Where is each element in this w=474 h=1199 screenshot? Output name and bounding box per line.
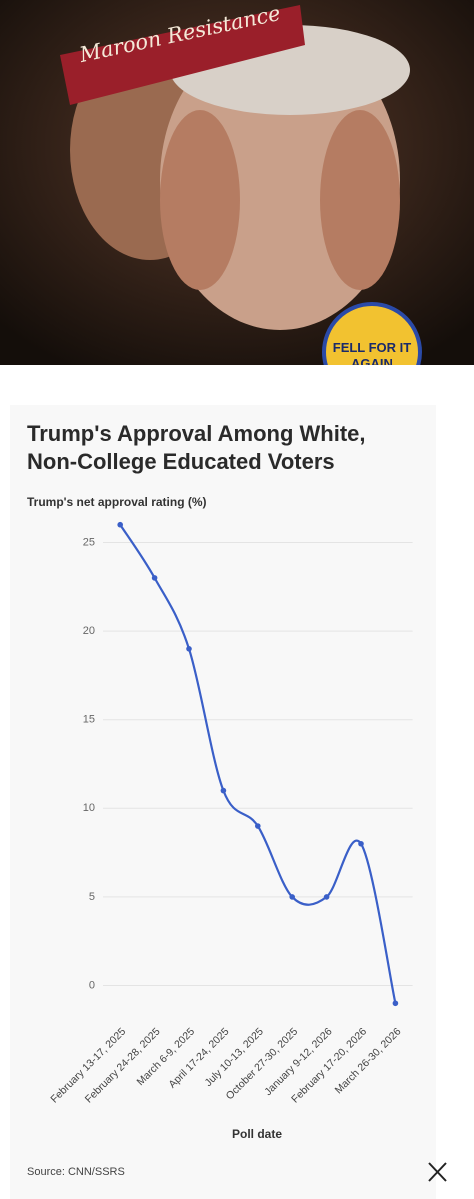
x-tick-label: March 26-30, 2026 — [333, 1025, 404, 1096]
line — [119, 524, 397, 1004]
hand — [160, 110, 240, 290]
point — [151, 575, 158, 581]
y-tick-label: 10 — [83, 802, 95, 814]
point — [186, 645, 192, 652]
hand — [320, 110, 400, 290]
badge — [322, 302, 422, 365]
y-tick-label: 0 — [89, 979, 95, 991]
point — [323, 894, 330, 900]
badge-text: FELL FOR IT AGAIN — [332, 340, 412, 365]
x-axis-title: Poll date — [232, 1127, 282, 1141]
chart-card — [10, 405, 436, 1199]
point — [254, 823, 261, 829]
point — [117, 521, 123, 528]
x-tick-label: April 17-24, 2025 — [166, 1025, 231, 1090]
point — [358, 840, 364, 847]
source: Source: CNN/SSRS — [27, 1166, 125, 1178]
x-tick-label: July 10-13, 2025 — [203, 1025, 266, 1088]
close-icon[interactable] — [428, 1162, 447, 1182]
chart-title: Trump's Approval Among White, Non-Colleg… — [27, 421, 366, 474]
point — [392, 1000, 399, 1007]
y-tick-label: 5 — [89, 891, 95, 903]
point — [220, 787, 227, 794]
headband — [60, 5, 305, 105]
point — [289, 894, 296, 900]
y-axis-title: Trump's net approval rating (%) — [27, 495, 207, 509]
y-tick-label: 15 — [83, 714, 95, 726]
y-tick-label: 20 — [83, 625, 95, 637]
photo: Maroon Resistance FELL FOR IT AGAIN — [0, 0, 474, 365]
y-tick-label: 25 — [83, 536, 95, 548]
photo-art — [0, 0, 474, 365]
